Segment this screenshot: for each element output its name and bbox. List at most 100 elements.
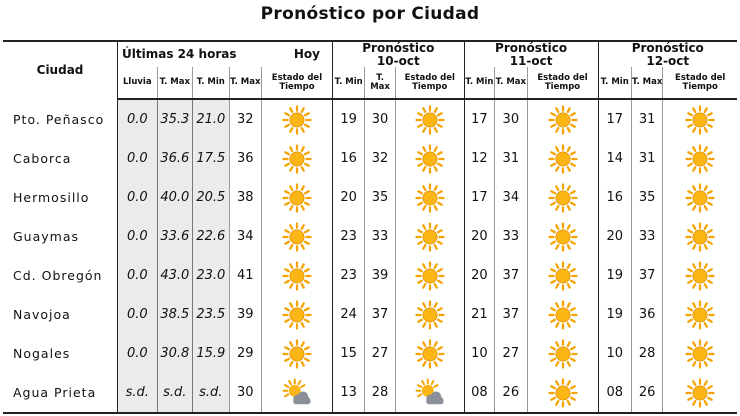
city-name: Pto. Peñasco [13,111,105,127]
d3-tmax-value: 35 [630,178,663,218]
d2-tmin-value: 21 [463,295,495,335]
d3-tmin-value: 14 [597,139,632,179]
d3-tmin-value: 19 [597,295,632,335]
d2-estado [526,256,598,296]
city-name: Hermosillo [13,190,90,206]
lluvia-value: 0.0 [117,295,158,335]
partly-cloudy-icon [415,378,445,408]
city-name: Navojoa [13,307,71,323]
sun-icon [547,261,578,291]
d3-tmin-value: 16 [597,178,632,218]
d3-tmax-value: 31 [630,139,663,179]
forecast-day2-label: Pronóstico [495,41,568,55]
table-row: Navojoa 0.0 38.5 23.5 39 24 37 21 37 19 36 [3,295,737,335]
d3-tmax-header: T. Max [630,67,663,101]
d1-estado [394,99,465,140]
table-row: Guaymas 0.0 33.6 22.6 34 23 33 20 33 20 33 [3,217,737,257]
hoy-estado [260,373,333,415]
d2-estado [526,217,598,257]
lluvia-value: 0.0 [117,334,158,374]
d1-estado [394,295,465,335]
d1-tmin-header: T. Min [331,67,365,101]
sun-icon [282,300,312,330]
d3-estado-header: Estado del Tiempo [662,67,737,101]
table-row: Agua Prieta s.d. s.d. s.d. 30 13 28 08 26 08 26 [3,373,737,415]
tmax-24h-value: 36.6 [156,139,193,179]
d3-tmin-value: 10 [597,334,632,374]
d2-estado [526,295,598,335]
sun-icon [685,378,715,408]
sun-icon [282,339,312,369]
table-row: Hermosillo 0.0 40.0 20.5 38 20 35 17 34 16 35 [3,178,737,218]
d1-tmin-value: 23 [331,217,365,257]
d1-tmax-value: 37 [364,295,396,335]
city-name: Guaymas [13,229,80,245]
hoy-estado [260,256,333,296]
sun-icon [415,261,445,291]
d3-tmax-value: 31 [630,99,663,140]
hoy-estado [260,178,333,218]
sun-icon [685,105,715,135]
hoy-tmax-value: 39 [228,295,262,335]
d3-estado [662,334,737,374]
d2-estado-header: Estado del Tiempo [526,67,598,101]
tmin-24h-value: 20.5 [192,178,230,218]
d2-estado [526,139,598,179]
d2-tmin-value: 08 [463,373,495,415]
sun-icon [685,339,715,369]
tmin-24h-value: 21.0 [192,99,230,140]
hoy-tmax-value: 34 [228,217,262,257]
d3-estado [662,373,737,415]
tmax-24h-value: 38.5 [156,295,193,335]
d2-tmax-value: 27 [494,334,528,374]
city-name: Nogales [13,346,71,362]
d1-estado-header: Estado del Tiempo [394,67,465,101]
d2-estado [526,178,598,218]
lluvia-value: 0.0 [117,178,158,218]
sun-icon [547,105,578,135]
d3-estado [662,217,737,257]
tmax-24h-value: s.d. [156,373,193,415]
forecast-body: Pto. Peñasco 0.0 35.3 21.0 32 19 30 17 30 17 31 Cab… [3,99,737,415]
sun-icon [415,105,445,135]
tmin-24h-value: 22.6 [192,217,230,257]
sun-icon [415,222,445,252]
d2-tmax-value: 26 [494,373,528,415]
forecast-day1-label: Pronóstico [362,41,435,55]
hoy-estado [260,217,333,257]
d1-tmax-value: 32 [364,139,396,179]
lluvia-header: Lluvia [117,67,158,101]
sun-icon [415,300,445,330]
d2-tmax-header: T. Max [494,67,528,101]
hoy-tmax-value: 36 [228,139,262,179]
sun-icon [547,144,578,174]
sun-icon [282,222,312,252]
tmax-24h-value: 40.0 [156,178,193,218]
d1-tmax-header: T. Max [364,67,396,101]
d1-tmax-value: 28 [364,373,396,415]
d2-tmin-value: 20 [463,217,495,257]
lluvia-value: s.d. [117,373,158,415]
d2-tmax-value: 37 [494,256,528,296]
sun-icon [547,222,578,252]
d3-tmin-header: T. Min [597,67,632,101]
tmin-24h-value: 23.0 [192,256,230,296]
d1-tmax-value: 39 [364,256,396,296]
d3-tmax-value: 28 [630,334,663,374]
page-title: Pronóstico por Ciudad [260,4,480,24]
lluvia-value: 0.0 [117,256,158,296]
d1-tmin-value: 24 [331,295,365,335]
sun-icon [415,183,445,213]
d2-tmax-value: 31 [494,139,528,179]
sun-icon [685,261,715,291]
hoy-estado [260,139,333,179]
today-header: Hoy [229,39,333,68]
tmax-24h-value: 30.8 [156,334,193,374]
city-name: Caborca [13,151,72,167]
forecast-day2-date: 11-oct [509,53,553,68]
hoy-estado [260,334,333,374]
d3-tmax-value: 33 [630,217,663,257]
d1-tmin-value: 13 [331,373,365,415]
d1-tmin-value: 19 [331,99,365,140]
d3-tmin-value: 08 [597,373,632,415]
